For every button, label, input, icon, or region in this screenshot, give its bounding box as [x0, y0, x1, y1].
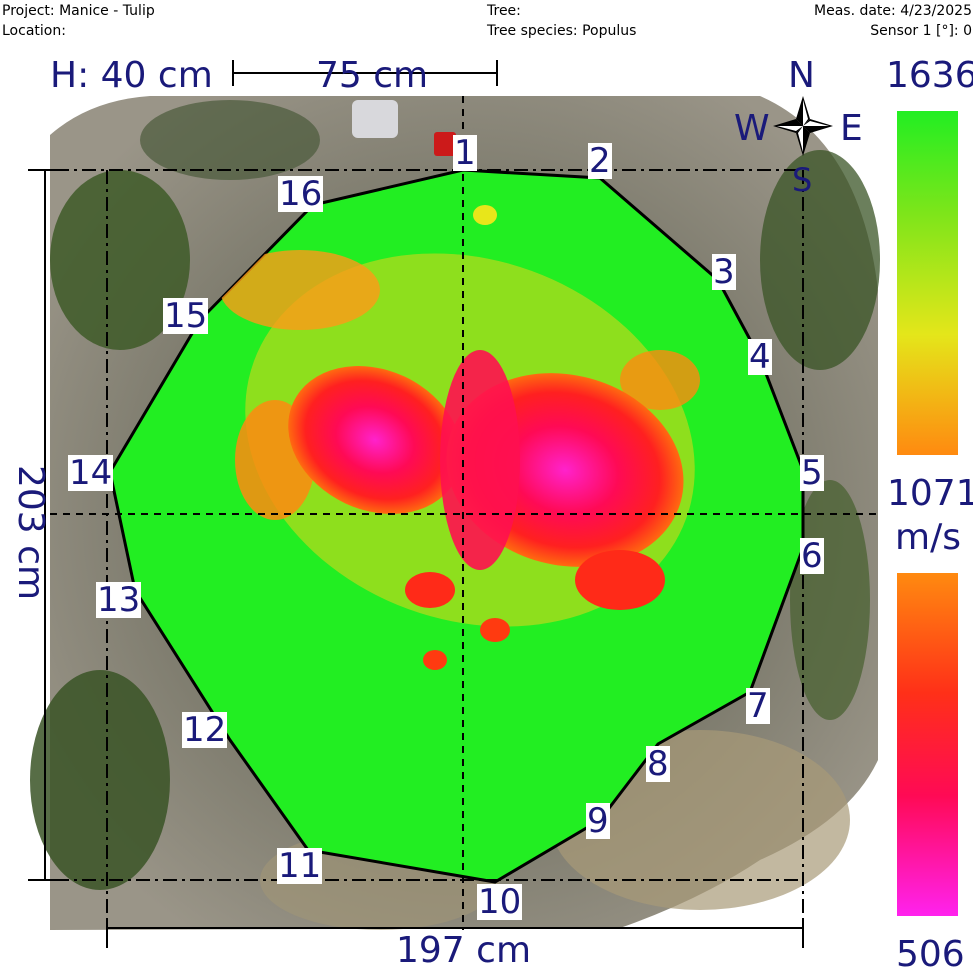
measurement-date: Meas. date: 4/23/2025: [814, 3, 972, 19]
sensor-label: 13: [96, 580, 142, 620]
location-label: Location:: [2, 23, 66, 39]
sensor-label: 1: [453, 133, 477, 173]
crosshair-lines: [50, 96, 878, 930]
width-label: 197 cm: [396, 930, 532, 971]
tomogram: [108, 168, 805, 884]
legend-mid-value: 1071: [887, 473, 973, 514]
sensor-label: 2: [588, 141, 612, 181]
sensor-label: 5: [800, 453, 824, 493]
legend-max-value: 1636: [886, 55, 973, 96]
bounding-box: [28, 169, 804, 948]
sensor-label: 12: [182, 710, 228, 750]
sensor-label: 4: [748, 337, 772, 377]
legend-bar-lower: [897, 573, 958, 916]
sensor-label: 3: [712, 252, 736, 292]
depth-label: 203 cm: [10, 465, 51, 601]
sensor-label: 11: [277, 846, 323, 886]
compass-west: W: [734, 108, 770, 149]
sensor-angle: Sensor 1 [°]: 0: [870, 23, 972, 39]
sensor-label: 9: [586, 801, 610, 841]
dimension-lines: [28, 169, 804, 948]
photo-object-white: [352, 100, 398, 138]
sensor-label: 7: [746, 686, 770, 726]
height-label: H: 40 cm: [50, 55, 213, 96]
sensor-label: 14: [68, 453, 114, 493]
legend-min-value: 506: [896, 934, 965, 975]
sensor-label: 8: [646, 744, 670, 784]
sensor-label: 15: [163, 296, 209, 336]
scale-label: 75 cm: [316, 55, 429, 96]
compass-east: E: [840, 108, 863, 149]
scale-bar: [232, 60, 498, 86]
photo-object-red: [434, 132, 456, 156]
tree-species-label: Tree species: Populus: [487, 23, 637, 39]
legend-bar-upper: [897, 111, 958, 455]
compass-north: N: [788, 55, 815, 96]
tree-label: Tree:: [487, 3, 521, 19]
sensor-label: 16: [278, 174, 324, 214]
project-label: Project: Manice - Tulip: [2, 3, 155, 19]
compass-south: S: [792, 161, 813, 199]
legend-unit: m/s: [895, 517, 961, 558]
sensor-label: 10: [477, 882, 523, 922]
sensor-label: 6: [800, 536, 824, 576]
compass-icon: [773, 96, 833, 156]
